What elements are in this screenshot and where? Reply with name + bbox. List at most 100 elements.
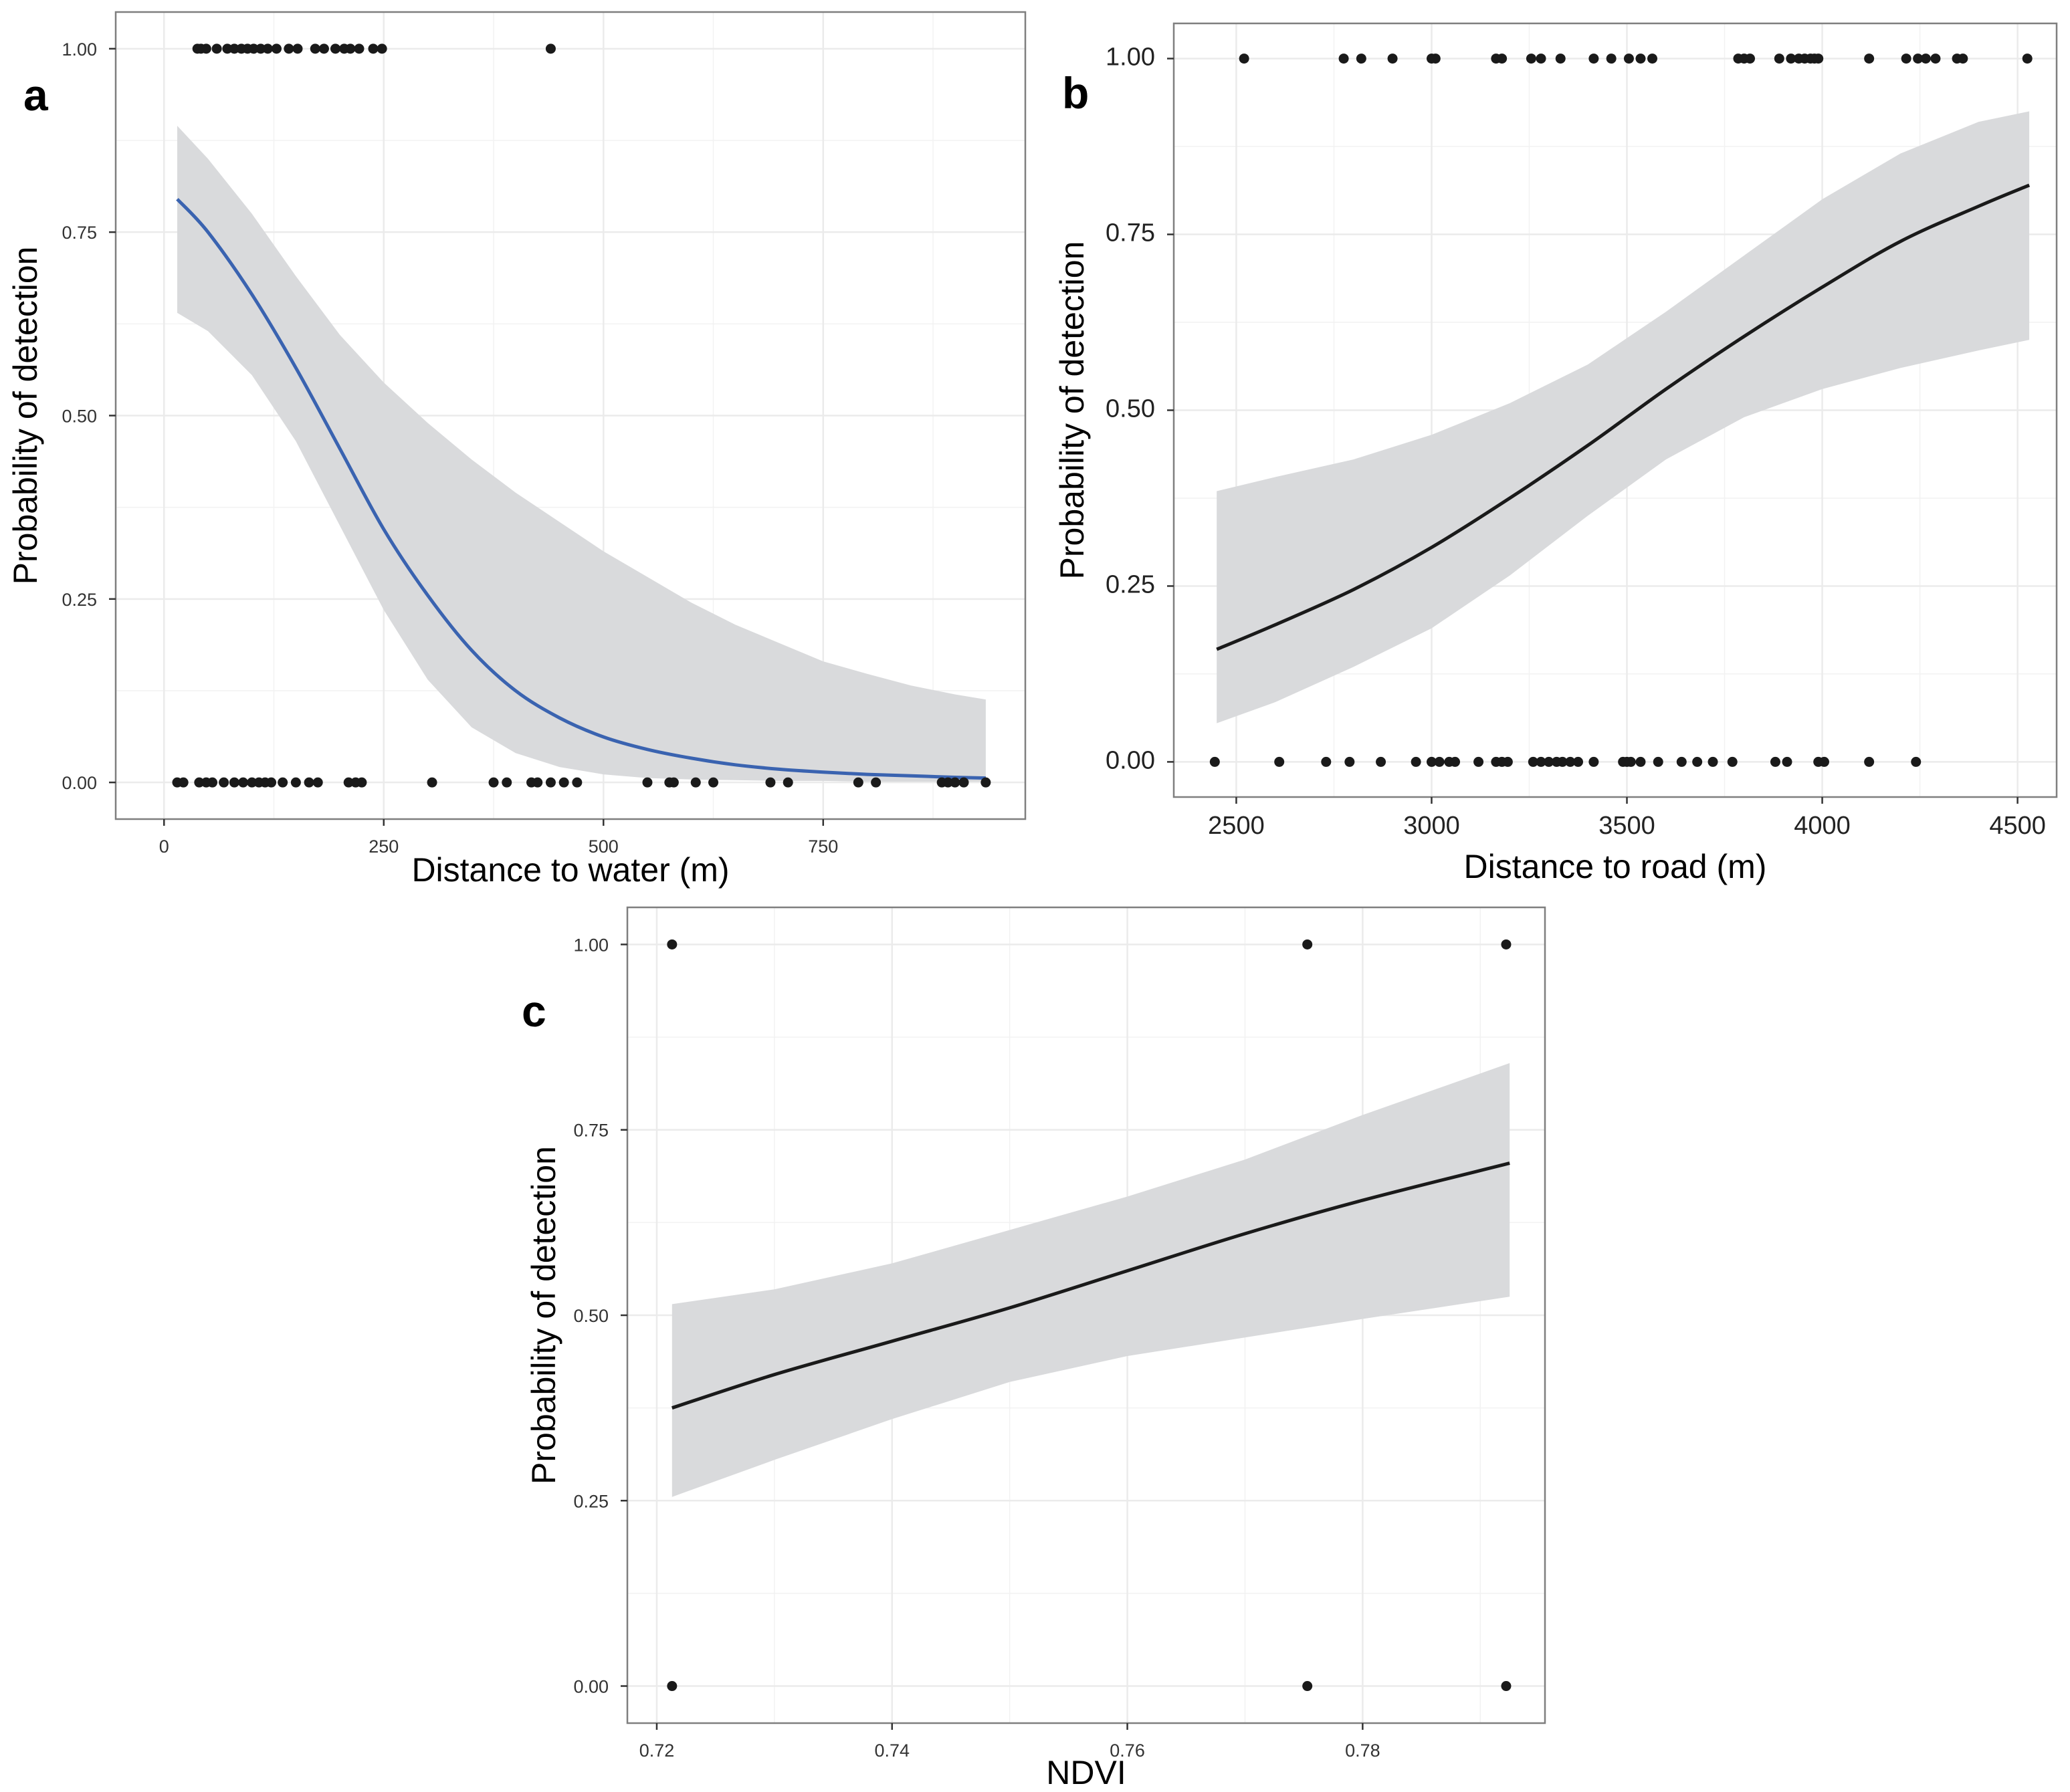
chart-b-y-tick-label: 0.75 [1106,219,1155,247]
chart-b-point-not-detected [1557,756,1568,767]
chart-b-x-tick-label: 3000 [1403,812,1460,840]
chart-a-y-tick-label: 0.00 [62,773,97,793]
chart-b-point-not-detected [1819,756,1829,767]
chart-b-y-axis-title: Probability of detection [1053,241,1091,580]
chart-c-panel: 0.72 0.74 0.76 0.78 0.00 0.25 0.50 0.75 1.00 NDVI… [522,906,1546,1791]
chart-b-point-not-detected [1502,756,1513,767]
chart-a-x-tick-label: 250 [369,836,399,857]
chart-a-panel: 0 250 500 750 0.00 0.25 0.50 0.75 1.00 Distance t… [7,11,1027,889]
chart-a-point-not-detected [708,777,719,788]
chart-b-point-detected [1901,53,1911,64]
chart-c-x-tick-label: 0.72 [639,1741,675,1761]
chart-a-point-not-detected [356,777,367,788]
chart-a-y-tick-label: 0.75 [62,223,97,243]
chart-a-point-not-detected [207,777,218,788]
chart-b-point-detected [1864,53,1875,64]
chart-a-point-not-detected [502,777,512,788]
chart-b-x-tick-label: 2500 [1208,812,1265,840]
chart-b-panel-letter: b [1062,68,1089,118]
chart-b-point-not-detected [1782,756,1792,767]
chart-b-y-tick-label: 0.50 [1106,395,1155,423]
chart-a-fit-line [176,198,986,780]
chart-b-x-tick-label: 3500 [1598,812,1655,840]
chart-a-point-not-detected [642,777,653,788]
chart-a-point-not-detected [545,777,556,788]
chart-b-point-not-detected [1376,756,1386,767]
chart-b-point-detected [1536,53,1546,64]
chart-b-y-tick-label: 0.25 [1106,570,1155,598]
chart-c-point-detected [1501,939,1512,949]
chart-a-point-detected [229,43,239,54]
chart-b-point-detected [2022,53,2033,64]
chart-a-point-not-detected [247,777,257,788]
chart-a-point-not-detected [427,777,437,788]
chart-b-point-detected [1606,53,1617,64]
chart-b-point-detected [1588,53,1599,64]
chart-a-point-detected [318,43,329,54]
chart-b-point-not-detected [1635,756,1646,767]
chart-b-point-detected [1387,53,1398,64]
chart-b-point-not-detected [1653,756,1663,767]
chart-b-point-detected [1647,53,1657,64]
chart-a-point-not-detected [488,777,499,788]
chart-b-x-tick-label: 4000 [1794,812,1851,840]
chart-a-point-not-detected [290,777,301,788]
chart-a-point-not-detected [950,777,960,788]
chart-a-point-not-detected [194,777,205,788]
chart-b-point-not-detected [1727,756,1738,767]
chart-b-panel: 2500 3000 3500 4000 4500 0.00 0.25 0.50 0.75 1.00… [1053,22,2058,885]
chart-c-point-not-detected [1302,1681,1313,1692]
chart-b-point-not-detected [1573,756,1584,767]
chart-c-point-detected [1302,939,1313,949]
chart-a-point-detected [377,43,387,54]
chart-b-point-detected [1526,53,1536,64]
chart-a-point-not-detected [238,777,249,788]
chart-a-point-not-detected [558,777,569,788]
chart-c-y-tick-label: 1.00 [573,935,609,955]
chart-a-point-not-detected [178,777,189,788]
chart-a-point-detected [271,43,282,54]
chart-a-x-tick-label: 750 [808,836,838,857]
chart-b-point-detected [1774,53,1784,64]
chart-a-point-not-detected [783,777,793,788]
chart-b-point-not-detected [1692,756,1703,767]
chart-c-y-tick-label: 0.50 [573,1306,609,1326]
chart-a-y-tick-label: 1.00 [62,39,97,60]
chart-b-point-not-detected [1588,756,1599,767]
chart-b-y-tick-label: 1.00 [1106,43,1155,72]
chart-a-point-not-detected [572,777,583,788]
chart-c-confidence-ribbon [671,1062,1510,1497]
chart-a-point-detected [345,43,356,54]
chart-a-point-not-detected [765,777,776,788]
chart-b-point-not-detected [1411,756,1421,767]
chart-b-point-detected [1813,53,1824,64]
chart-b-point-detected [1913,53,1924,64]
chart-b-point-not-detected [1676,756,1687,767]
chart-b-point-not-detected [1209,756,1220,767]
chart-a-point-not-detected [304,777,314,788]
chart-b-point-detected [1430,53,1441,64]
chart-b-point-not-detected [1707,756,1718,767]
chart-c-y-axis-title: Probability of detection [525,1146,562,1484]
chart-c-panel-letter: c [522,986,546,1036]
chart-b-y-tick-label: 0.00 [1106,746,1155,774]
chart-b-point-not-detected [1426,756,1437,767]
chart-b-x-axis-title: Distance to road (m) [1464,848,1767,885]
chart-b-point-detected [1920,53,1931,64]
chart-b-point-not-detected [1911,756,1922,767]
chart-b-point-detected [1745,53,1756,64]
chart-c-point-not-detected [667,1681,678,1692]
chart-a-point-detected [354,43,365,54]
chart-b-point-not-detected [1450,756,1461,767]
chart-b-point-detected [1555,53,1566,64]
chart-a-point-detected [292,43,303,54]
chart-a-point-not-detected [871,777,882,788]
chart-a-x-tick-label: 0 [159,836,169,857]
chart-a-point-detected [201,43,211,54]
chart-b-point-detected [1497,53,1508,64]
chart-c-x-tick-label: 0.78 [1345,1741,1380,1761]
chart-b-point-not-detected [1864,756,1875,767]
chart-c-fit-line [671,1161,1510,1410]
chart-b-point-detected [1623,53,1634,64]
